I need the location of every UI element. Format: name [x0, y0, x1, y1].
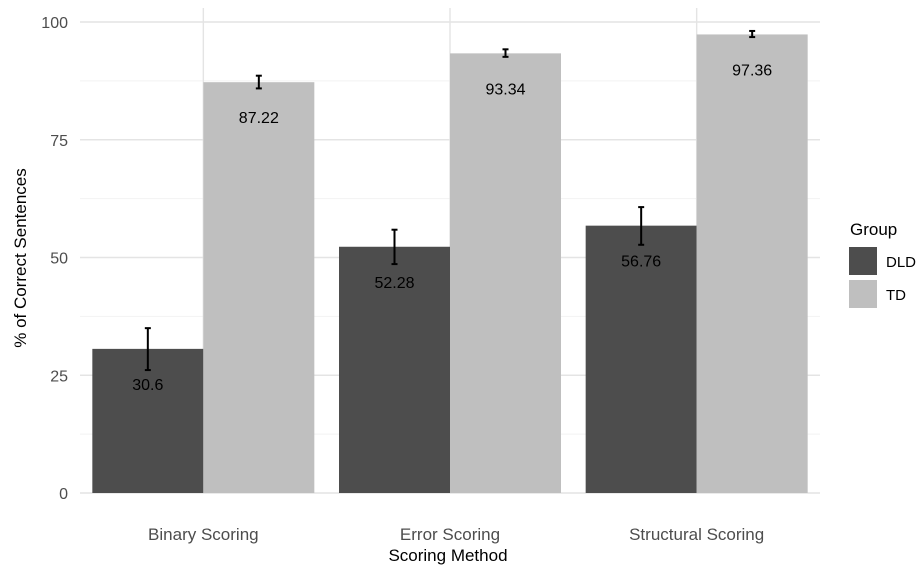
bar-td — [450, 53, 561, 494]
error-bar — [391, 228, 398, 266]
x-tick-label: Error Scoring — [400, 525, 500, 544]
error-bars — [144, 29, 756, 372]
y-tick-label: 75 — [50, 133, 68, 150]
bar-value-labels: 30.6 87.22 52.28 93.34 56.76 97.36 — [132, 62, 772, 393]
legend-key-dld — [849, 247, 877, 275]
bars — [92, 34, 808, 494]
bar-value-label: 87.22 — [239, 110, 279, 127]
bar-dld — [585, 225, 697, 493]
bar-dld — [339, 246, 450, 493]
x-tick-label: Structural Scoring — [629, 525, 764, 544]
bar-td — [203, 82, 315, 494]
error-bar — [502, 48, 509, 58]
x-axis-title: Scoring Method — [388, 546, 507, 565]
bar-dld — [92, 348, 204, 493]
error-bar — [255, 74, 262, 90]
bar-value-label: 52.28 — [374, 275, 414, 292]
legend-label-td: TD — [886, 287, 906, 304]
error-bar — [638, 206, 645, 246]
legend-key-td — [849, 280, 877, 308]
y-tick-label: 0 — [59, 486, 68, 503]
y-tick-label: 50 — [50, 251, 68, 268]
error-bar — [144, 327, 151, 372]
bar-value-label: 93.34 — [485, 81, 525, 98]
bar-td — [696, 34, 808, 494]
y-axis-title: % of Correct Sentences — [11, 168, 30, 348]
bar-value-label: 30.6 — [132, 377, 163, 394]
y-tick-label: 100 — [41, 15, 68, 32]
x-tick-label: Binary Scoring — [148, 525, 259, 544]
bar-value-label: 97.36 — [732, 62, 772, 79]
legend-title: Group — [850, 220, 897, 239]
y-tick-label: 25 — [50, 368, 68, 385]
bar-value-label: 56.76 — [621, 254, 661, 271]
legend-label-dld: DLD — [886, 254, 916, 271]
error-bar — [749, 29, 756, 39]
axes: Scoring Method % of Correct Sentences 0 2… — [11, 15, 764, 565]
legend: Group DLD TD — [849, 220, 916, 308]
